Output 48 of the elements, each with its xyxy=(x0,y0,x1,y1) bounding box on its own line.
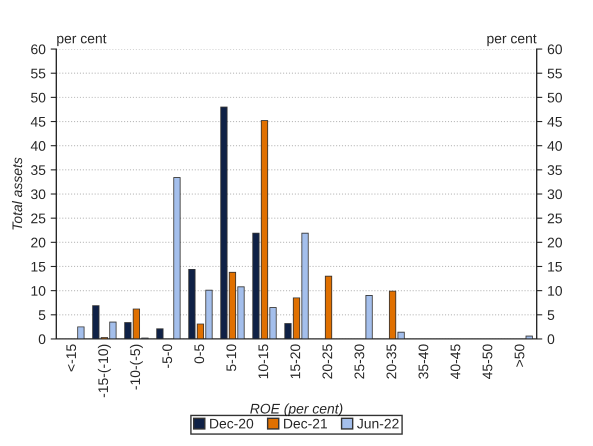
legend-label: Jun-22 xyxy=(357,418,399,429)
y2-tick-label: 35 xyxy=(548,165,562,176)
x-tick-label: <-15 xyxy=(66,344,76,372)
x-tick-label: 10-15 xyxy=(258,344,268,378)
y2-tick-label: 0 xyxy=(548,334,554,344)
y-tick-label: 10 xyxy=(32,286,46,296)
y-axis-title: Total assets xyxy=(12,157,22,230)
y-tick-label: 5 xyxy=(38,310,46,320)
x-tick-label: 15-20 xyxy=(290,344,300,378)
y-tick-label: 15 xyxy=(32,262,46,272)
y2-tick-label: 10 xyxy=(548,286,562,296)
x-tick-label: 25-30 xyxy=(354,344,364,379)
y2-tick-label: 55 xyxy=(548,68,562,78)
y-tick-label: 20 xyxy=(31,238,46,248)
x-tick-label: 40-45 xyxy=(450,344,460,380)
x-tick-label: -15-(-10) xyxy=(98,344,111,398)
x-axis-title: ROE (per cent) xyxy=(250,403,342,416)
y2-tick-label: 45 xyxy=(547,117,562,127)
y-tick-label: 35 xyxy=(31,165,46,176)
x-tick-label: 5-10 xyxy=(226,344,236,372)
y2-tick-label: 20 xyxy=(548,238,562,248)
y2-tick-label: 50 xyxy=(548,92,562,103)
y2-tick-label: 40 xyxy=(547,141,562,151)
y-tick-label: 50 xyxy=(31,92,46,103)
y-tick-label: 45 xyxy=(30,117,46,127)
y2-tick-label: 60 xyxy=(548,44,562,54)
y2-tick-label: 5 xyxy=(548,310,554,320)
y2-tick-label: 25 xyxy=(548,214,562,224)
legend-label: Dec-21 xyxy=(284,418,327,429)
y-tick-label: 30 xyxy=(31,189,46,200)
y-tick-label: 25 xyxy=(31,214,46,224)
y-tick-label: 60 xyxy=(31,44,46,54)
x-tick-label: -5-0 xyxy=(162,344,172,368)
x-tick-label: -10-(-5) xyxy=(130,344,143,390)
text: per cent xyxy=(487,34,537,46)
x-tick-label: 20-35 xyxy=(386,344,396,379)
x-tick-label: 35-40 xyxy=(418,344,428,379)
x-tick-label: 20-25 xyxy=(322,344,332,379)
y2-tick-label: 15 xyxy=(548,262,562,272)
x-tick-label: 45-50 xyxy=(482,344,492,380)
y2-tick-label: 30 xyxy=(548,189,562,200)
y-tick-label: 0 xyxy=(38,334,46,344)
y-tick-label: 40 xyxy=(30,141,46,151)
text: per cent xyxy=(57,34,106,46)
legend-label: Dec-20 xyxy=(210,418,254,429)
x-tick-label: >50 xyxy=(514,344,524,367)
x-tick-label: 0-5 xyxy=(194,344,204,364)
y-tick-label: 55 xyxy=(31,68,46,78)
